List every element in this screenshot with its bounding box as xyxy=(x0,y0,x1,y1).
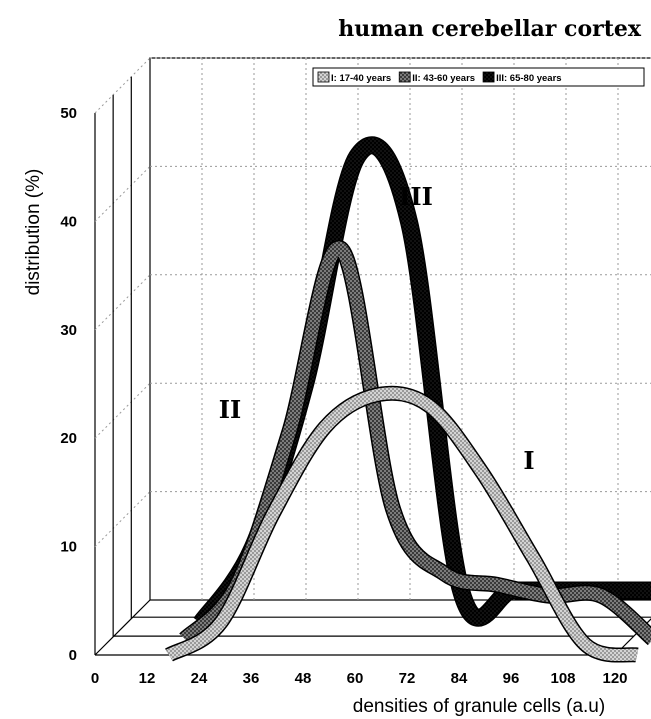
x-tick-label: 12 xyxy=(139,670,156,687)
y-tick-label: 50 xyxy=(60,105,77,122)
y-tick-label: 10 xyxy=(60,539,77,556)
x-tick-label: 108 xyxy=(550,670,575,687)
y-tick-labels: 0 10 20 30 40 50 xyxy=(60,105,77,664)
x-tick-label: 0 xyxy=(91,670,99,687)
legend-label: II: 43-60 years xyxy=(412,73,475,84)
side-wall-line xyxy=(94,57,151,114)
x-tick-label: 24 xyxy=(191,670,208,687)
series-line xyxy=(165,387,639,662)
y-tick-label: 40 xyxy=(60,213,77,230)
x-tick-label: 84 xyxy=(451,670,468,687)
legend: I: 17-40 years II: 43-60 years III: 65-80 … xyxy=(312,67,645,87)
side-wall-line xyxy=(94,166,151,222)
series-III xyxy=(193,136,651,629)
x-tick-label: 96 xyxy=(503,670,520,687)
series-I xyxy=(165,385,639,663)
side-wall-line xyxy=(94,599,151,656)
y-axis-label: distribution (%) xyxy=(23,169,44,296)
y-tick-label: 20 xyxy=(60,430,77,447)
side-wall-line xyxy=(94,382,151,439)
chart-series-layer xyxy=(165,136,651,663)
side-wall-line xyxy=(94,491,151,547)
x-axis-label: densities of granule cells (a.u) xyxy=(353,696,605,717)
legend-swatch xyxy=(317,71,330,83)
legend-swatch xyxy=(482,71,495,83)
legend-label: III: 65-80 years xyxy=(496,73,562,84)
x-tick-labels: 0 12 24 36 48 60 72 84 96 108 120 xyxy=(91,670,628,687)
legend-label: I: 17-40 years xyxy=(331,73,391,84)
x-tick-label: 60 xyxy=(347,670,364,687)
x-tick-label: 48 xyxy=(295,670,312,687)
y-tick-label: 0 xyxy=(69,647,77,664)
chart-title: human cerebellar cortex xyxy=(338,16,642,42)
x-tick-label: 120 xyxy=(602,670,627,687)
series-line xyxy=(194,137,651,628)
x-tick-label: 72 xyxy=(399,670,416,687)
series-label-III: III xyxy=(399,182,433,211)
side-wall-line xyxy=(94,274,151,331)
series-label-II: II xyxy=(219,395,241,424)
x-tick-label: 36 xyxy=(243,670,260,687)
legend-box xyxy=(312,67,645,87)
legend-swatch xyxy=(398,71,411,83)
y-tick-label: 30 xyxy=(60,322,77,339)
series-label-I: I xyxy=(523,446,534,475)
